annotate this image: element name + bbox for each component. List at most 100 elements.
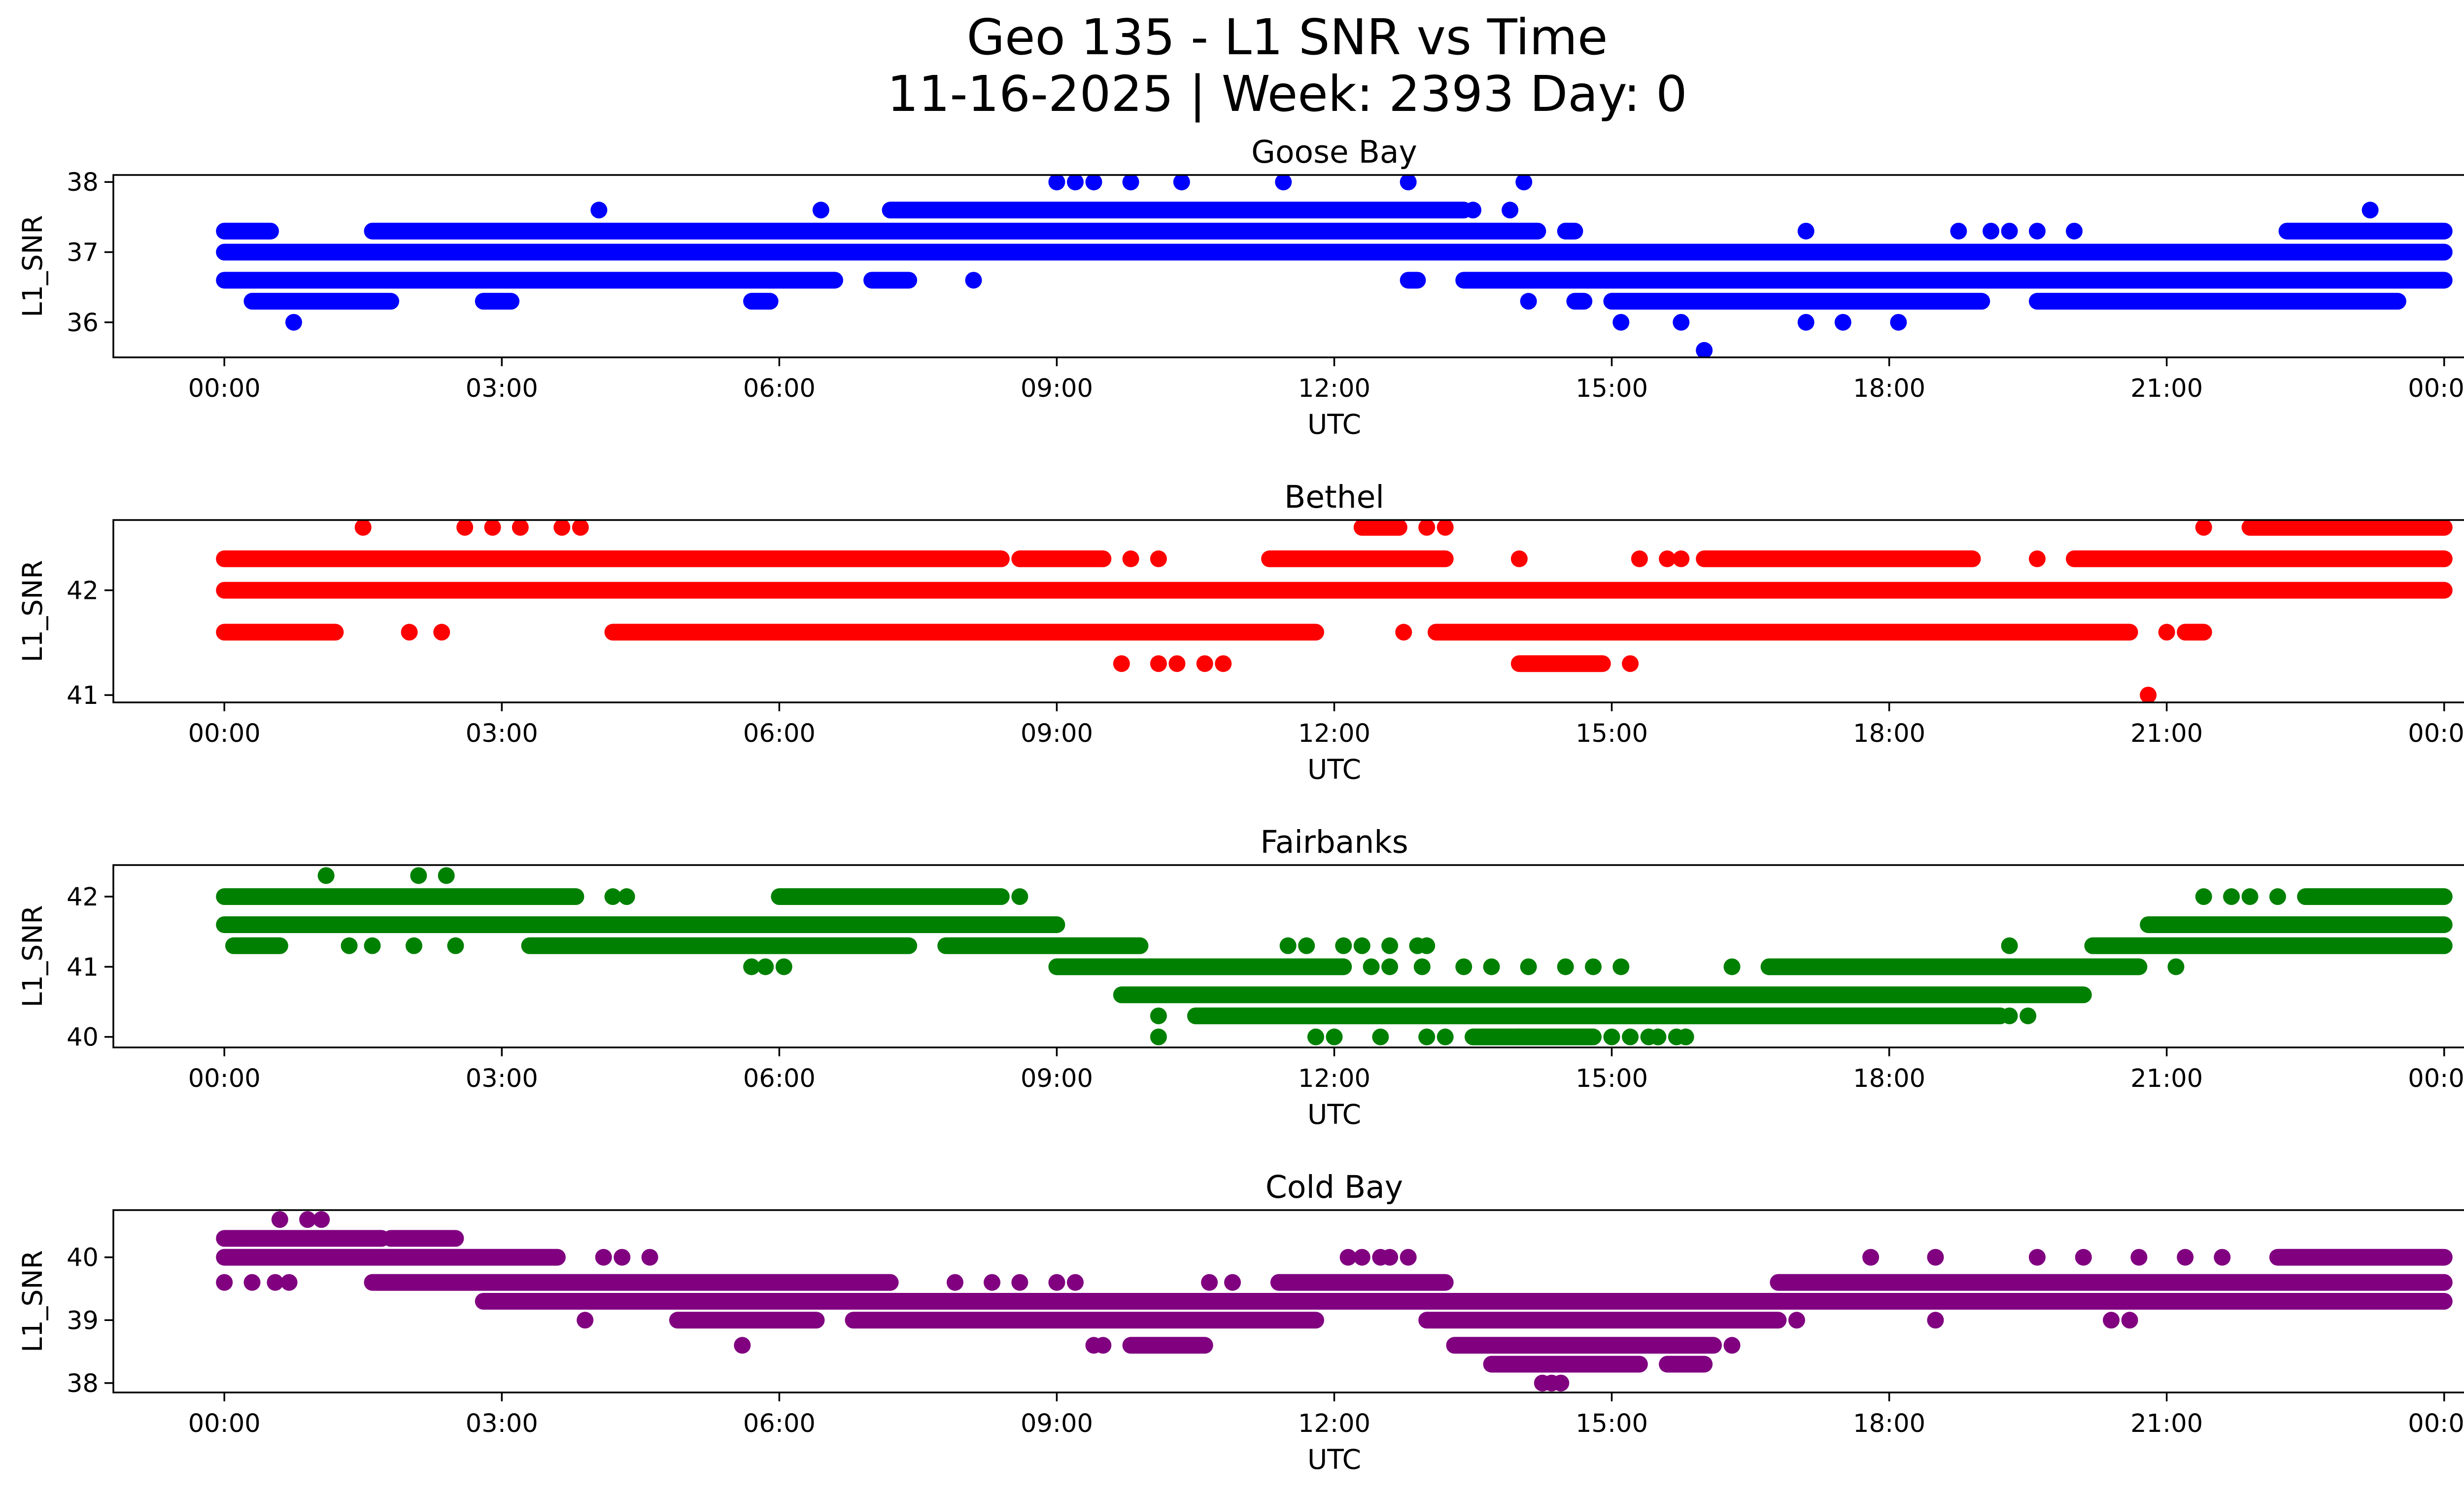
data-point xyxy=(1437,1028,1454,1045)
series-bethel xyxy=(216,520,2453,702)
x-tick-label: 00:00 xyxy=(188,719,261,748)
data-point xyxy=(1395,624,1412,641)
figure-title-line-1: Geo 135 - L1 SNR vs Time xyxy=(967,8,1608,66)
panel-bethel: Bethel 41 42 00:00 03:00 06:00 09:00 12:00 15:00… xyxy=(17,479,2464,785)
panel-title: Cold Bay xyxy=(1266,1169,1403,1205)
data-point xyxy=(1150,550,1167,567)
data-point xyxy=(1622,655,1639,672)
data-point xyxy=(2269,888,2286,905)
data-point xyxy=(2066,222,2083,240)
x-tick-label: 03:00 xyxy=(466,1064,538,1093)
panel-fairbanks: Fairbanks 40 41 42 00:00 03:00 06:00 09:00 12:00… xyxy=(17,824,2464,1130)
y-axis-label: L1_SNR xyxy=(17,215,48,317)
data-point xyxy=(1557,958,1574,975)
data-point xyxy=(280,1274,298,1291)
data-point xyxy=(1381,958,1399,975)
data-point xyxy=(2140,687,2157,702)
data-point xyxy=(438,867,455,884)
data-point xyxy=(1150,1028,1167,1045)
data-point xyxy=(2075,1249,2092,1266)
data-point xyxy=(2001,937,2018,954)
data-point xyxy=(1552,1374,1570,1391)
data-point xyxy=(1335,937,1352,954)
data-point xyxy=(1483,958,1500,975)
data-point xyxy=(1631,550,1648,567)
data-point xyxy=(2130,1249,2148,1266)
data-point xyxy=(1622,1293,1639,1310)
data-point xyxy=(267,1274,284,1291)
y-tick-label: 42 xyxy=(67,576,99,605)
data-point xyxy=(2028,1249,2046,1266)
x-tick-label: 03:00 xyxy=(466,374,538,403)
data-point xyxy=(1723,1337,1741,1354)
data-point xyxy=(1339,1249,1357,1266)
data-point xyxy=(1381,1249,1399,1266)
data-point xyxy=(614,1249,631,1266)
data-point xyxy=(1062,243,1079,261)
data-point xyxy=(1465,1293,1482,1310)
data-point xyxy=(2177,1249,2194,1266)
x-axis-label: UTC xyxy=(1307,1099,1361,1130)
data-point xyxy=(1381,937,1399,954)
data-point xyxy=(1677,1028,1694,1045)
data-point xyxy=(946,1274,963,1291)
data-point xyxy=(1520,293,1537,310)
data-point xyxy=(1696,342,1713,357)
x-tick-label: 12:00 xyxy=(1298,1064,1370,1093)
panel-goose-bay: Goose Bay 36 37 38 00:00 03:00 06:00 09:00 12:00… xyxy=(17,134,2464,440)
x-tick-label: 21:00 xyxy=(2130,1064,2203,1093)
data-point xyxy=(285,313,302,331)
x-tick-label: 00:00 xyxy=(188,1409,261,1438)
data-point xyxy=(1797,222,1814,240)
data-point xyxy=(757,958,774,975)
data-point xyxy=(595,1249,612,1266)
x-axis-label: UTC xyxy=(1307,754,1361,785)
data-point xyxy=(604,888,621,905)
data-point xyxy=(1173,175,1190,191)
y-tick-label: 36 xyxy=(67,309,99,338)
data-point xyxy=(1862,1249,1880,1266)
data-point xyxy=(1275,175,1292,191)
data-point xyxy=(1048,175,1065,191)
data-point xyxy=(1372,1028,1389,1045)
data-point xyxy=(734,1337,751,1354)
x-axis-label: UTC xyxy=(1307,409,1361,440)
data-point xyxy=(1353,937,1370,954)
data-point xyxy=(1659,550,1676,567)
data-point xyxy=(401,624,418,641)
data-point xyxy=(433,624,450,641)
data-point xyxy=(1622,1028,1639,1045)
data-point xyxy=(1723,958,1741,975)
data-point xyxy=(641,1249,658,1266)
data-point xyxy=(2214,1249,2231,1266)
data-point xyxy=(590,202,608,219)
data-point xyxy=(1797,313,1814,331)
data-point xyxy=(1400,175,1417,191)
data-point xyxy=(1890,313,1907,331)
x-tick-label: 09:00 xyxy=(1021,374,1093,403)
figure-title-line-2: 11-16-2025 | Week: 2393 Day: 0 xyxy=(887,65,1687,123)
y-tick-label: 41 xyxy=(67,681,99,710)
x-tick-label: 00:00 xyxy=(2408,374,2464,403)
data-point xyxy=(1011,888,1028,905)
data-point xyxy=(1502,202,1519,219)
x-tick-label: 00:00 xyxy=(2408,1409,2464,1438)
x-tick-label: 18:00 xyxy=(1853,1409,1925,1438)
data-point xyxy=(1201,1274,1218,1291)
data-point xyxy=(271,1211,288,1228)
x-tick-label: 09:00 xyxy=(1021,719,1093,748)
data-point xyxy=(1326,1028,1343,1045)
x-tick-label: 06:00 xyxy=(743,1064,816,1093)
panel-title: Goose Bay xyxy=(1251,134,1417,170)
y-tick-label: 39 xyxy=(67,1306,99,1335)
data-point xyxy=(2121,1312,2138,1329)
y-tick-label: 42 xyxy=(67,883,99,912)
data-point xyxy=(2001,222,2018,240)
y-axis-label: L1_SNR xyxy=(17,905,48,1007)
x-tick-label: 03:00 xyxy=(466,1409,538,1438)
panel-title: Fairbanks xyxy=(1260,824,1408,860)
data-point xyxy=(1834,313,1851,331)
data-point xyxy=(2223,888,2240,905)
data-point xyxy=(484,520,501,536)
data-point xyxy=(1983,222,2000,240)
